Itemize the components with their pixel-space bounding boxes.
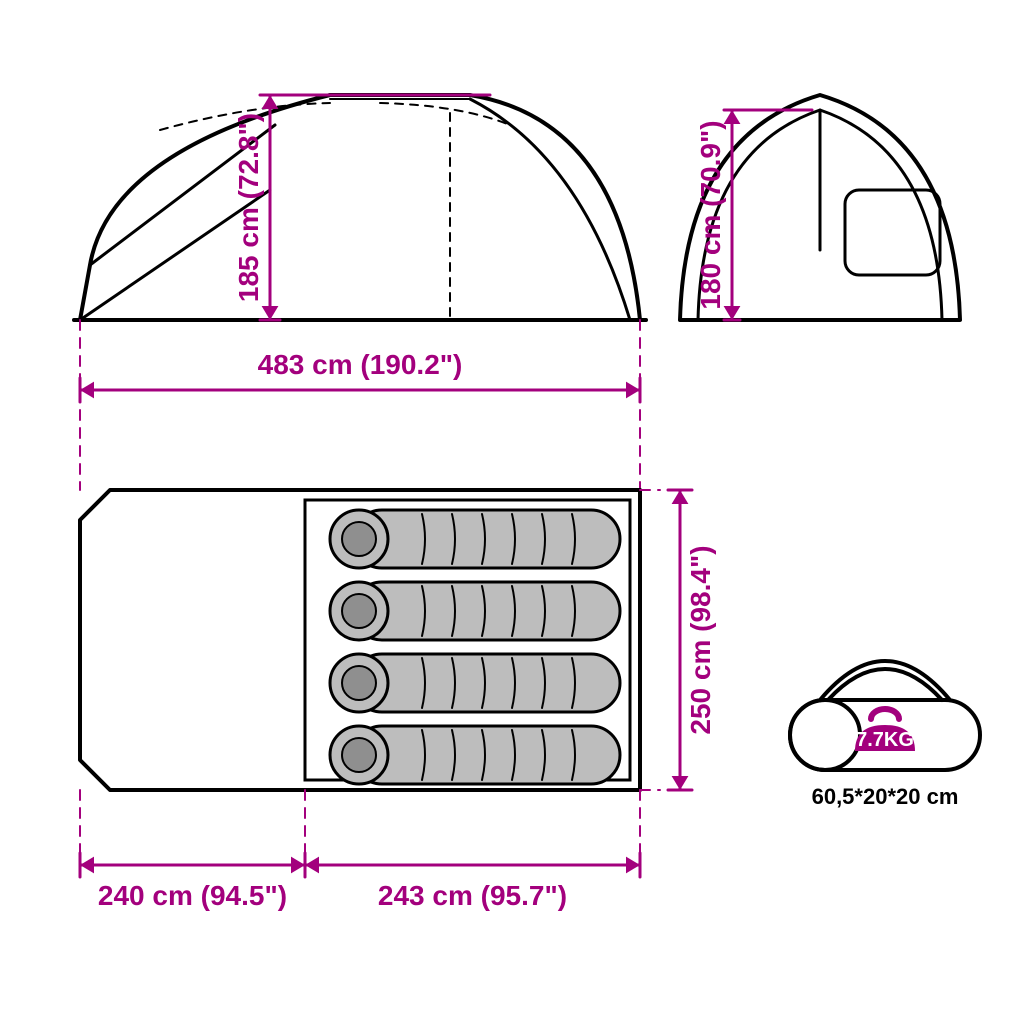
sleeping-bag [330,654,620,712]
svg-text:243 cm (95.7"): 243 cm (95.7") [378,880,567,911]
svg-text:60,5*20*20 cm: 60,5*20*20 cm [812,784,959,809]
svg-text:240 cm (94.5"): 240 cm (94.5") [98,880,287,911]
svg-text:250 cm (98.4"): 250 cm (98.4") [685,545,716,734]
svg-text:7.7KG: 7.7KG [856,729,914,751]
svg-text:185 cm (72.8"): 185 cm (72.8") [233,113,264,302]
sleeping-bag [330,726,620,784]
sleeping-bag [330,510,620,568]
sleeping-bag [330,582,620,640]
svg-text:180 cm (70.9"): 180 cm (70.9") [695,120,726,309]
svg-text:483 cm (190.2"): 483 cm (190.2") [258,349,463,380]
